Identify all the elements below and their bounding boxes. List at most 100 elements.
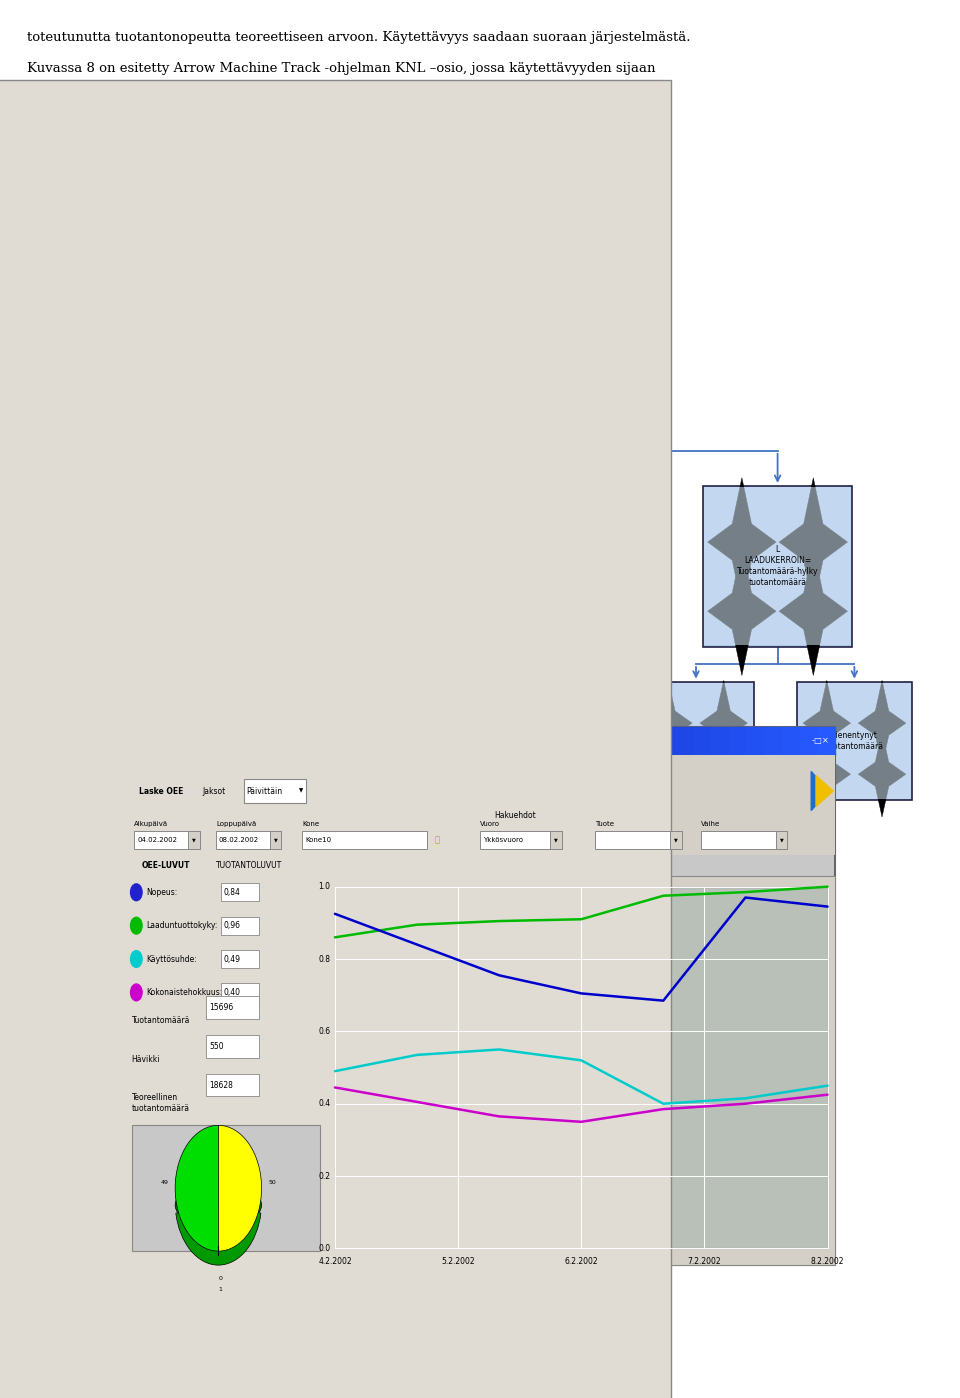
- Text: 4.2.2002: 4.2.2002: [318, 1257, 351, 1265]
- Text: Vajaakäynti
yleisise: Vajaakäynti yleisise: [391, 731, 435, 751]
- Text: Hakuehdot: Hakuehdot: [494, 811, 537, 819]
- Bar: [764, 727, 782, 755]
- Text: Kuva 8. Arrow Machine Track - ohjelman KNL –osio.: Kuva 8. Arrow Machine Track - ohjelman K…: [27, 1310, 379, 1323]
- Bar: [392, 727, 409, 755]
- Text: Vaihe: Vaihe: [701, 821, 720, 828]
- Bar: [125, 807, 835, 856]
- Bar: [480, 830, 562, 850]
- Text: OEE-LUVUT: OEE-LUVUT: [142, 861, 190, 870]
- Bar: [444, 727, 463, 755]
- Bar: [411, 245, 549, 426]
- Text: 0: 0: [218, 1276, 222, 1282]
- Bar: [231, 727, 250, 755]
- Bar: [196, 727, 213, 755]
- Polygon shape: [858, 681, 906, 766]
- Text: Prosessivirhe: Prosessivirhe: [671, 737, 721, 745]
- Text: Ajot: Ajot: [219, 1125, 233, 1134]
- Bar: [676, 727, 693, 755]
- Bar: [405, 487, 555, 646]
- Polygon shape: [803, 681, 851, 766]
- Text: Laaduntuottokyky:: Laaduntuottokyky:: [146, 921, 217, 930]
- Bar: [568, 727, 587, 755]
- Ellipse shape: [175, 1183, 261, 1227]
- Text: Vuoro: Vuoro: [480, 821, 500, 828]
- Bar: [267, 727, 284, 755]
- Bar: [800, 727, 818, 755]
- Polygon shape: [481, 313, 545, 459]
- Text: Loppupäivä: Loppupäivä: [216, 821, 256, 828]
- Polygon shape: [361, 681, 409, 766]
- FancyBboxPatch shape: [205, 856, 292, 875]
- Bar: [516, 727, 534, 755]
- Text: 7.2.2002: 7.2.2002: [687, 1257, 721, 1265]
- Polygon shape: [89, 478, 176, 607]
- Polygon shape: [644, 731, 692, 816]
- Bar: [356, 684, 469, 800]
- Bar: [639, 727, 658, 755]
- Text: 0.8: 0.8: [318, 955, 330, 963]
- Polygon shape: [780, 478, 848, 607]
- Bar: [221, 884, 259, 902]
- Bar: [703, 487, 852, 646]
- Bar: [551, 727, 568, 755]
- Polygon shape: [505, 731, 553, 816]
- Text: ▼: ▼: [192, 837, 196, 843]
- Bar: [221, 983, 259, 1001]
- Text: Laske OEE: Laske OEE: [139, 787, 183, 795]
- Text: 0,49: 0,49: [224, 955, 241, 963]
- Bar: [797, 682, 912, 800]
- Text: -□×: -□×: [811, 737, 829, 745]
- Bar: [426, 727, 444, 755]
- Bar: [550, 830, 562, 850]
- Bar: [160, 727, 179, 755]
- Text: 6.2.2002: 6.2.2002: [564, 1257, 598, 1265]
- Text: Jaksot: Jaksot: [203, 787, 226, 795]
- Text: Ykkösvuoro: Ykkösvuoro: [483, 837, 523, 843]
- Text: KNL
Kokonaistehokkuus
(eng. OEE; Overall
Equipment
Effectiveness): KNL Kokonaistehokkuus (eng. OEE; Overall…: [437, 309, 523, 362]
- Polygon shape: [803, 731, 851, 816]
- Bar: [134, 830, 200, 850]
- Text: 0.4: 0.4: [318, 1099, 330, 1109]
- Bar: [203, 684, 316, 800]
- Text: TUOTANTOLUVUT: TUOTANTOLUVUT: [215, 861, 282, 870]
- Polygon shape: [644, 681, 692, 766]
- Text: Kuvassa 8 on esitetty Arrow Machine Track -ohjelman KNL –osio, jossa käytettävyy: Kuvassa 8 on esitetty Arrow Machine Trac…: [27, 62, 656, 74]
- Text: Tuotantomäärä: Tuotantomäärä: [132, 1016, 190, 1025]
- Bar: [125, 727, 142, 755]
- Polygon shape: [482, 547, 550, 675]
- Bar: [798, 684, 911, 800]
- Bar: [125, 776, 835, 807]
- Text: käytetään käyttösuhdetta kokonaistehokkuuden yhtenä kertojana.: käytetään käyttösuhdetta kokonaistehokku…: [27, 92, 471, 105]
- Bar: [534, 727, 551, 755]
- Bar: [463, 727, 480, 755]
- Polygon shape: [415, 235, 479, 382]
- Text: Käyttösuhde:: Käyttösuhde:: [146, 955, 197, 963]
- Text: 550: 550: [209, 1042, 224, 1051]
- Bar: [125, 875, 327, 1265]
- Circle shape: [131, 951, 142, 967]
- Wedge shape: [176, 1202, 261, 1265]
- Bar: [407, 488, 553, 646]
- Polygon shape: [505, 681, 553, 766]
- Polygon shape: [95, 681, 143, 766]
- Text: Laittevia: Laittevia: [74, 737, 108, 745]
- Bar: [701, 830, 787, 850]
- Text: ▼: ▼: [554, 837, 558, 843]
- Text: Aloitus ja
asetukset: Aloitus ja asetukset: [240, 731, 278, 751]
- Bar: [202, 682, 317, 800]
- Text: Kone10: Kone10: [305, 837, 331, 843]
- Polygon shape: [816, 776, 833, 807]
- Bar: [250, 727, 267, 755]
- Bar: [480, 727, 497, 755]
- Text: ▼: ▼: [674, 837, 678, 843]
- Bar: [409, 727, 426, 755]
- FancyBboxPatch shape: [0, 81, 671, 1398]
- Polygon shape: [410, 478, 478, 607]
- Text: Kuva 7. KNL – laskenta ja mahdollisia häiriöitä (Järviö 2007, s. 104).: Kuva 7. KNL – laskenta ja mahdollisia hä…: [27, 811, 487, 823]
- Polygon shape: [207, 731, 255, 816]
- Bar: [178, 727, 196, 755]
- Text: N
NOPEUSKERROIN=
Tehty tuotanto
nimelllistuotanto: N NOPEUSKERROIN= Tehty tuotanto nimellli…: [444, 545, 516, 587]
- Text: Pienentynyt
tuotantomäärä: Pienentynyt tuotantomäärä: [826, 731, 883, 751]
- Text: Kone: Kone: [302, 821, 320, 828]
- Bar: [818, 727, 835, 755]
